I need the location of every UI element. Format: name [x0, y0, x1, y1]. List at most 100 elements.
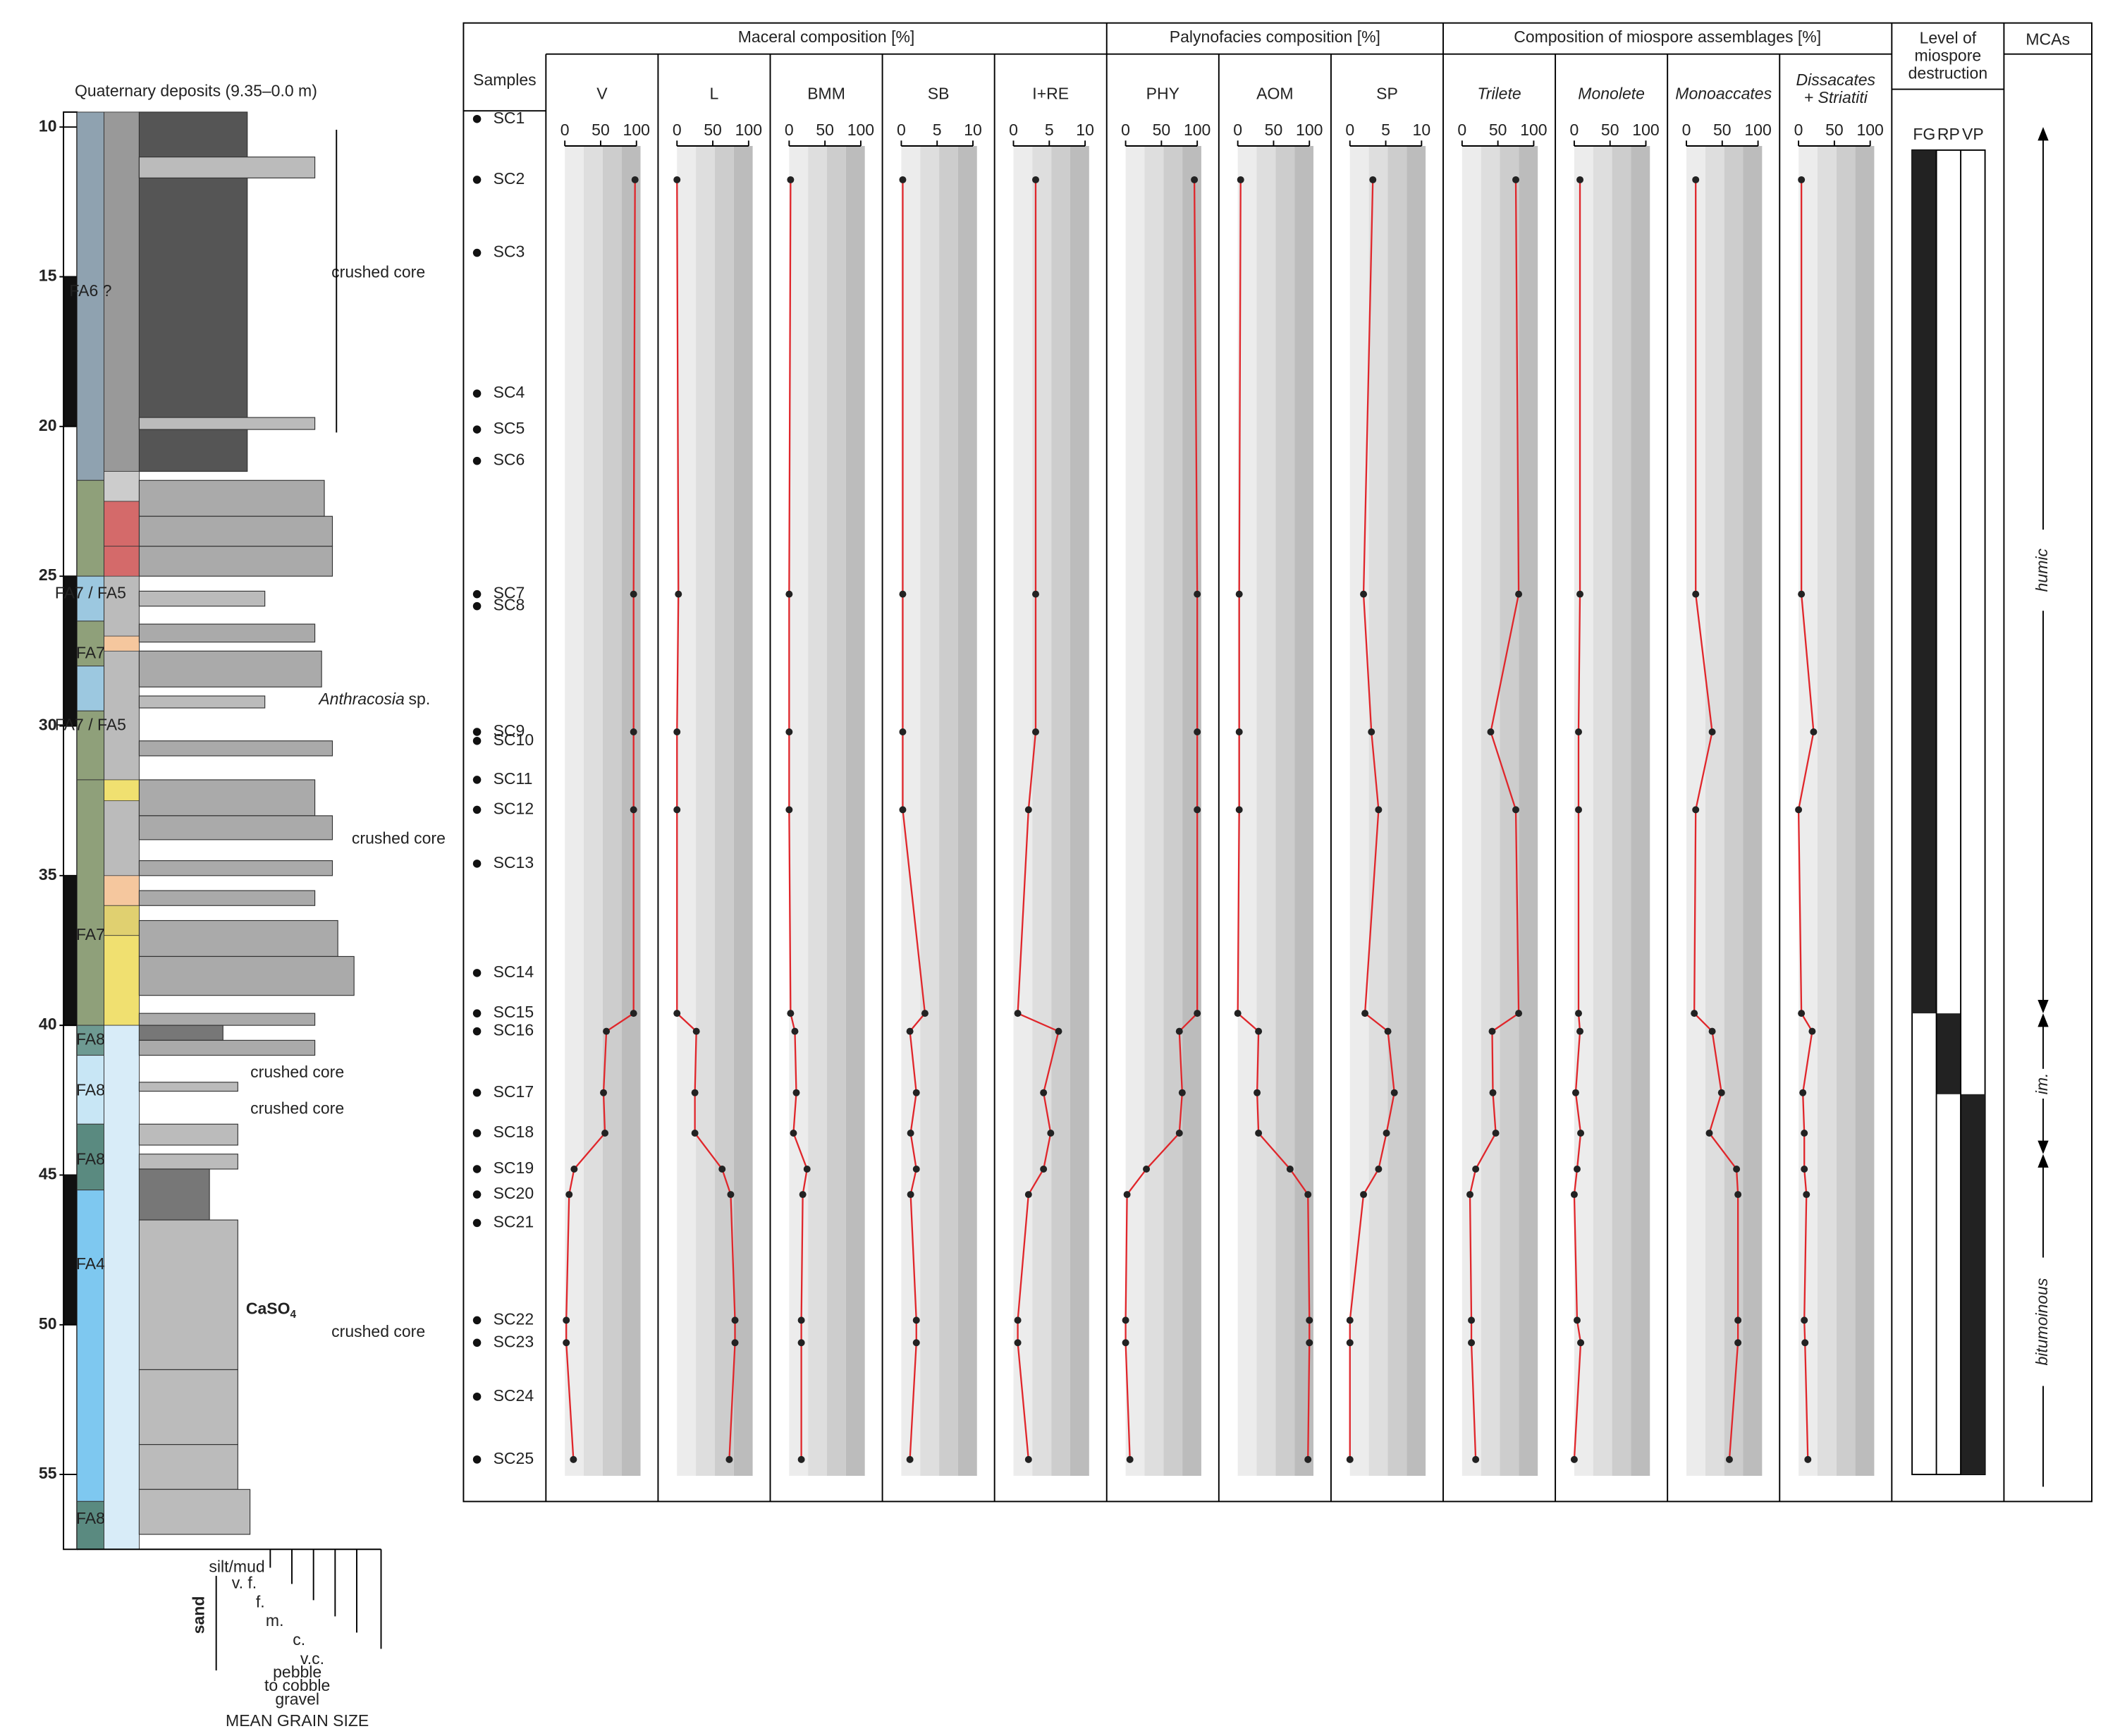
profile-point	[899, 728, 907, 735]
profile-point	[1691, 1010, 1698, 1017]
facies-label: FA7	[76, 925, 105, 943]
facies-label: FA7 / FA5	[55, 716, 126, 734]
log-note: crushed core	[352, 829, 446, 847]
profile-point	[673, 1010, 681, 1017]
litho-band	[104, 779, 140, 802]
log-note: crushed core	[250, 1099, 344, 1118]
profile-point	[1577, 1130, 1585, 1137]
profile-point	[785, 806, 793, 814]
profile-point	[1040, 1089, 1048, 1096]
x-tick-label: 100	[1856, 121, 1883, 139]
bed	[138, 890, 316, 906]
x-tick-label: 0	[1570, 121, 1579, 139]
depth-label: 40	[39, 1015, 57, 1033]
profile-point	[1492, 1130, 1500, 1137]
profile-point	[1468, 1339, 1476, 1347]
profile-point	[1512, 176, 1520, 183]
panel-band	[808, 146, 827, 1477]
profile-point	[1390, 1089, 1398, 1096]
x-tick-label: 0	[1121, 121, 1130, 139]
facies-label: FA4	[76, 1254, 105, 1273]
destruction-bar	[1936, 1013, 1961, 1094]
profile-point	[1234, 1010, 1242, 1017]
panel-band	[1070, 146, 1089, 1477]
profile-point	[797, 1339, 805, 1347]
grain-class: to cobble	[264, 1676, 330, 1694]
sample-name: SC9	[494, 721, 525, 740]
destruction-title: Level of	[1920, 29, 1977, 47]
panel-band	[920, 146, 940, 1477]
facies-band	[76, 479, 105, 577]
panel-name: AOM	[1256, 84, 1293, 102]
grain-sand: sand	[190, 1596, 208, 1634]
panel-band	[1294, 146, 1313, 1477]
litho-band	[104, 635, 140, 652]
mca-arrow	[2037, 1013, 2049, 1027]
panel-band	[827, 146, 846, 1477]
sample-name: SC1	[494, 109, 525, 127]
profile-point	[563, 1316, 570, 1324]
facies-label: FA7	[76, 644, 105, 662]
sample-name: SC20	[494, 1184, 534, 1202]
panel-name: SP	[1376, 84, 1398, 102]
profile-point	[1306, 1339, 1313, 1347]
sample-name: SC10	[494, 731, 534, 749]
profile-point	[630, 806, 637, 814]
profile-point	[787, 176, 795, 183]
log-note: crushed core	[331, 1322, 425, 1340]
mca-label: bitumoinous	[2033, 1278, 2051, 1366]
sample-name: SC22	[494, 1309, 534, 1328]
sample-name: SC15	[494, 1003, 534, 1021]
sample-name: SC16	[494, 1021, 534, 1039]
sample-name: SC21	[494, 1212, 534, 1230]
x-tick-label: 5	[933, 121, 942, 139]
profile-point	[691, 1089, 699, 1096]
profile-point	[718, 1165, 726, 1173]
log-note: crushed core	[331, 262, 425, 281]
sample-name: SC18	[494, 1123, 534, 1141]
x-tick-label: 10	[1076, 121, 1094, 139]
profile-point	[1143, 1165, 1151, 1173]
sample-dot	[472, 1027, 482, 1036]
x-tick-label: 10	[1413, 121, 1431, 139]
sample-name: SC4	[494, 383, 525, 401]
profile-point	[1692, 590, 1700, 598]
panel-name: SB	[928, 84, 950, 102]
x-tick-label: 5	[1381, 121, 1390, 139]
sample-name: SC5	[494, 419, 525, 437]
profile-point	[1191, 176, 1199, 183]
profile-point	[601, 1130, 609, 1137]
grain-class: pebble	[273, 1663, 321, 1681]
profile-point	[1489, 1089, 1497, 1096]
sample-name: SC24	[494, 1386, 534, 1405]
profile-point	[1801, 1339, 1809, 1347]
profile-point	[570, 1165, 578, 1173]
x-tick-label: 50	[816, 121, 834, 139]
x-tick-label: 100	[735, 121, 762, 139]
panel-band	[1631, 146, 1650, 1477]
panel-band	[1612, 146, 1631, 1477]
x-tick-label: 50	[704, 121, 722, 139]
profile-point	[1235, 590, 1243, 598]
x-tick-label: 100	[1520, 121, 1547, 139]
panel-band	[1461, 146, 1481, 1477]
destruction-title: destruction	[1908, 64, 1988, 82]
litho-band	[104, 546, 140, 577]
profile-point	[673, 806, 681, 814]
profile-point	[1570, 1455, 1578, 1463]
profile-point	[1024, 806, 1032, 814]
depth-label: 55	[39, 1464, 57, 1482]
panel-band	[602, 146, 622, 1477]
profile-point	[912, 1089, 920, 1096]
profile-point	[570, 1455, 577, 1463]
sample-dot	[472, 248, 482, 257]
profile-point	[1032, 728, 1039, 735]
profile-point	[631, 176, 639, 183]
bed	[138, 1444, 238, 1490]
profile-point	[899, 806, 907, 814]
profile-point	[921, 1010, 929, 1017]
x-tick-label: 0	[1682, 121, 1691, 139]
profile-point	[673, 176, 681, 183]
bed	[138, 1154, 238, 1170]
facies-band	[76, 1190, 105, 1502]
